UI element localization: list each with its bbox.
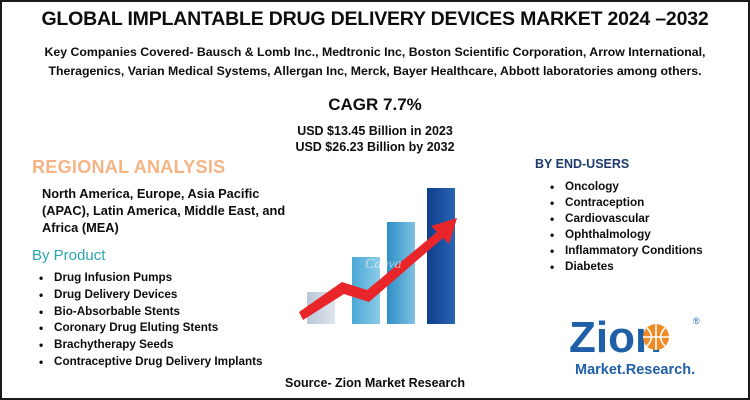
regional-analysis-heading: REGIONAL ANALYSIS bbox=[32, 157, 226, 177]
end-users-list: Oncology Contraception Cardiovascular Op… bbox=[550, 179, 703, 275]
growth-bar bbox=[427, 188, 455, 324]
by-product-heading: By Product bbox=[32, 247, 106, 264]
logo-sub-text: Market.Research. bbox=[575, 362, 695, 378]
end-user-item: Ophthalmology bbox=[550, 227, 703, 243]
end-user-item: Oncology bbox=[550, 179, 703, 195]
source-note: Source- Zion Market Research bbox=[285, 376, 465, 390]
market-size-2023: USD $13.45 Billion in 2023 bbox=[297, 124, 453, 138]
key-companies-text: Key Companies Covered- Bausch & Lomb Inc… bbox=[12, 43, 738, 81]
zion-market-research-logo: Zion ® Market.Research. bbox=[569, 313, 700, 378]
key-companies-line-1: Key Companies Covered- Bausch & Lomb Inc… bbox=[44, 45, 706, 59]
by-end-users-heading: BY END-USERS bbox=[535, 157, 630, 171]
product-item: Brachytherapy Seeds bbox=[39, 337, 263, 354]
product-item: Bio-Absorbable Stents bbox=[39, 304, 263, 321]
by-product-list: Drug Infusion Pumps Drug Delivery Device… bbox=[39, 270, 263, 371]
regional-analysis-text: North America, Europe, Asia Pacific (APA… bbox=[42, 186, 286, 235]
cagr-value: CAGR 7.7% bbox=[328, 95, 422, 114]
end-user-item: Contraception bbox=[550, 195, 703, 211]
key-companies-line-2: Theragenics, Varian Medical Systems, All… bbox=[48, 64, 702, 78]
globe-icon-lines bbox=[643, 324, 669, 350]
end-user-item: Diabetes bbox=[550, 259, 703, 275]
market-size-2032: USD $26.23 Billion by 2032 bbox=[295, 140, 455, 154]
canva-watermark: Canva bbox=[365, 257, 402, 272]
logo-registered-mark: ® bbox=[693, 316, 700, 326]
product-item: Contraceptive Drug Delivery Implants bbox=[39, 354, 262, 371]
growth-chart-illustration: Canva bbox=[299, 188, 457, 324]
end-user-item: Inflammatory Conditions bbox=[550, 243, 703, 259]
end-user-item: Cardiovascular bbox=[550, 211, 703, 227]
product-item: Coronary Drug Eluting Stents bbox=[39, 320, 263, 337]
growth-arrow-icon bbox=[299, 218, 457, 320]
product-item: Drug Delivery Devices bbox=[39, 287, 263, 304]
product-item: Drug Infusion Pumps bbox=[39, 270, 263, 287]
page-title: GLOBAL IMPLANTABLE DRUG DELIVERY DEVICES… bbox=[41, 8, 709, 30]
